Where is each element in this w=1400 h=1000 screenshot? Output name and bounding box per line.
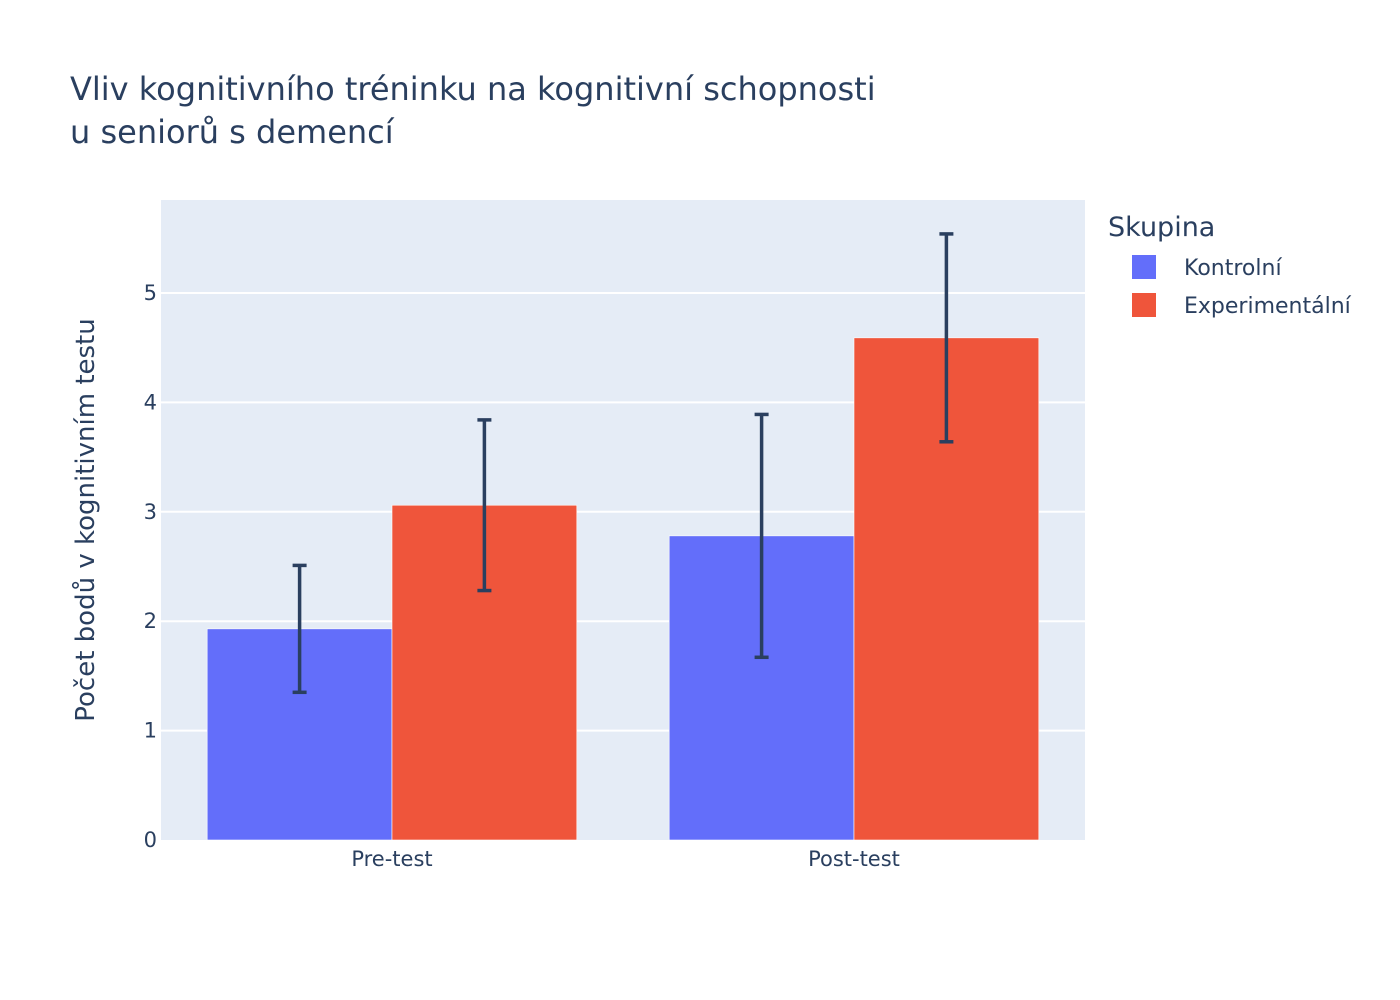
bar-1-1[interactable] xyxy=(853,337,1040,841)
error-bar-0-0 xyxy=(292,563,307,695)
legend-label-0[interactable]: Kontrolní xyxy=(1184,256,1282,281)
chart-title-line-1: Vliv kognitivního tréninku na kognitivní… xyxy=(70,70,876,108)
y-tick-label-2: 2 xyxy=(144,609,157,633)
legend-swatch-1[interactable] xyxy=(1132,293,1156,317)
y-tick-label-1: 1 xyxy=(144,719,157,743)
y-tick-label-0: 0 xyxy=(144,828,157,852)
y-axis-title: Počet bodů v kognitivním testu xyxy=(71,318,101,721)
legend-label-1[interactable]: Experimentální xyxy=(1184,294,1352,319)
y-tick-label-4: 4 xyxy=(144,390,157,414)
x-tick-label-1: Post-test xyxy=(808,847,900,871)
legend-title: Skupina xyxy=(1108,212,1215,243)
y-tick-label-3: 3 xyxy=(144,500,157,524)
chart-title-line-2: u seniorů s demencí xyxy=(70,113,395,151)
error-bar-1-0 xyxy=(754,412,769,660)
error-bars xyxy=(292,232,954,695)
error-bar-0-1 xyxy=(477,418,492,593)
y-tick-label-5: 5 xyxy=(144,281,157,305)
y-tick-labels: 0 1 2 3 4 5 xyxy=(144,281,157,852)
x-tick-labels: Pre-test Post-test xyxy=(351,847,900,871)
legend-swatch-0[interactable] xyxy=(1132,255,1156,279)
error-bar-1-1 xyxy=(939,232,954,444)
x-tick-label-0: Pre-test xyxy=(351,847,432,871)
legend[interactable]: Skupina Kontrolní Experimentální xyxy=(1108,212,1352,319)
